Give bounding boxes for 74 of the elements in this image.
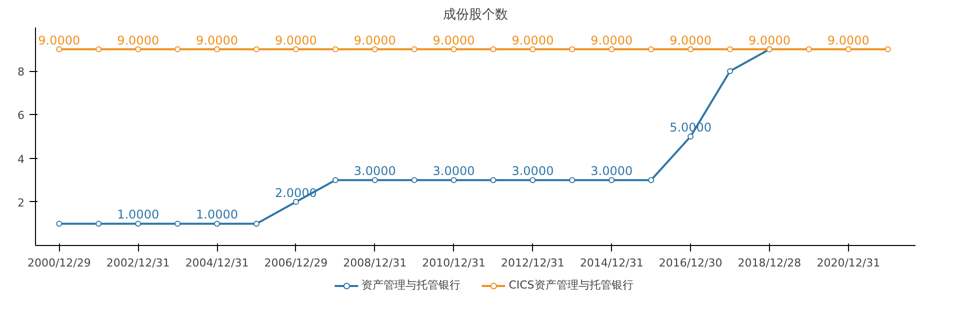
legend-label: CICS资产管理与托管银行 [508,278,634,292]
point [214,46,220,52]
legend-label: 资产管理与托管银行 [362,278,461,292]
point [450,177,457,184]
data-label: 9.0000 [117,33,160,48]
data-label: 3.0000 [512,164,554,178]
point [135,46,142,52]
point [727,46,734,52]
point [608,177,615,184]
point [56,220,62,227]
data-label: 9.0000 [274,33,317,48]
data-label: 1.0000 [196,208,238,222]
chart-title: 成份股个数 [443,8,508,22]
point [411,46,418,52]
point [490,46,496,52]
y-tick-label: 2 [18,196,24,210]
data-label: 9.0000 [590,33,633,48]
data-label: 9.0000 [196,33,238,48]
point [530,177,536,184]
x-tick-label: 2014/12/31 [580,256,644,270]
point [96,220,102,227]
x-tick-label: 2010/12/31 [422,256,486,270]
point [727,68,734,74]
data-label: 9.0000 [512,33,554,48]
point [450,46,457,52]
y-tick-label: 8 [18,66,24,79]
data-label: 3.0000 [354,164,396,178]
point [490,177,496,184]
x-tick-label: 2000/12/29 [27,256,91,270]
point [332,46,338,52]
point [608,46,615,52]
point [292,46,299,52]
data-label: 1.0000 [117,208,160,222]
data-label: 9.0000 [827,33,870,48]
x-tick-label: 2002/12/31 [106,256,170,270]
point [372,46,378,52]
point [648,177,654,184]
data-label: 9.0000 [38,33,80,48]
point [292,198,299,205]
point [411,177,418,184]
point [214,220,220,227]
point [332,177,338,184]
data-label: 3.0000 [432,164,475,178]
point [845,46,852,52]
point [253,46,260,52]
point [688,134,694,140]
data-label: 9.0000 [354,33,396,48]
y-tick-label: 6 [18,109,24,122]
y-tick-label: 4 [18,152,24,166]
point [806,46,812,52]
point [530,46,536,52]
x-tick-label: 2004/12/31 [185,256,249,270]
x-tick-label: 2020/12/31 [816,256,880,270]
point [253,220,260,227]
point [688,46,694,52]
point [648,46,654,52]
x-tick-label: 2018/12/28 [738,256,802,270]
point [569,177,576,184]
point [174,46,181,52]
x-tick-label: 2016/12/30 [658,256,722,270]
point [372,177,378,184]
data-label: 9.0000 [748,33,790,48]
data-label: 9.0000 [670,33,712,48]
x-tick-label: 2008/12/31 [343,256,407,270]
point [56,46,62,52]
data-label: 9.0000 [432,33,475,48]
x-tick-label: 2012/12/31 [501,256,564,270]
point [96,46,102,52]
x-tick-label: 2006/12/29 [264,256,328,270]
data-label: 3.0000 [590,164,633,178]
point [135,220,142,227]
point [884,46,891,52]
point [174,220,181,227]
point [569,46,576,52]
